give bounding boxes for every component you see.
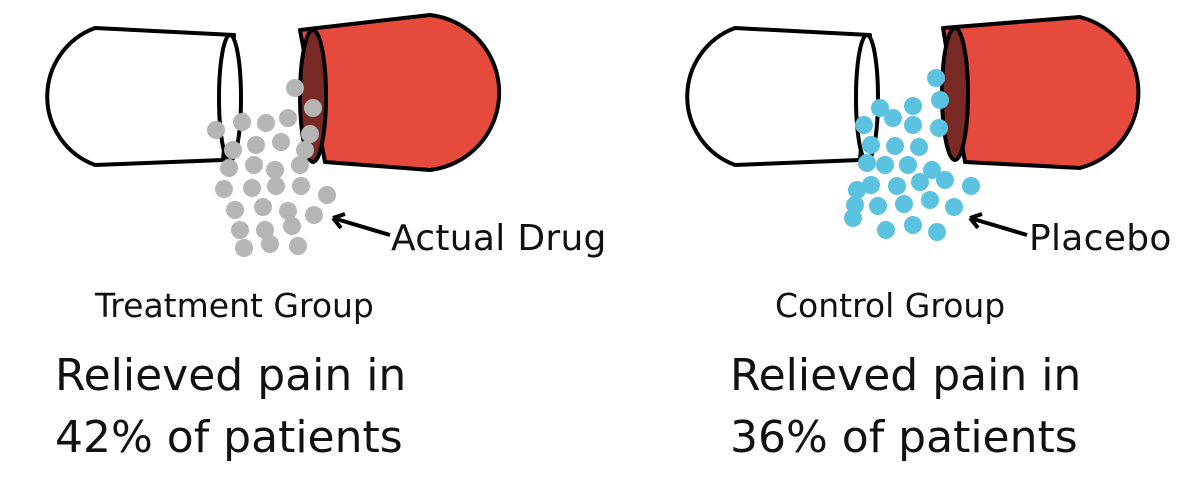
particle-dot xyxy=(256,221,274,239)
particle-dot xyxy=(247,136,265,154)
particle-dot xyxy=(245,156,263,174)
treatment-group-label: Treatment Group xyxy=(95,286,374,325)
particle-dot xyxy=(923,161,941,179)
treatment-result: Relieved pain in 42% of patients xyxy=(55,345,406,469)
particle-dot xyxy=(904,216,922,234)
particle-dot xyxy=(862,136,880,154)
particle-dot xyxy=(279,202,297,220)
placebo-dots xyxy=(844,69,980,241)
particle-dot xyxy=(304,99,322,117)
control-result-line2: 36% of patients xyxy=(730,412,1078,463)
particle-dot xyxy=(895,195,913,213)
red-capsule-half-icon xyxy=(298,13,502,172)
actual-drug-label: Actual Drug xyxy=(391,218,607,259)
red-capsule-half-icon xyxy=(940,15,1141,170)
particle-dot xyxy=(877,221,895,239)
particle-dot xyxy=(930,119,948,137)
particle-dot xyxy=(231,221,249,239)
particle-dot xyxy=(286,79,304,97)
particle-dot xyxy=(844,209,862,227)
particle-dot xyxy=(235,239,253,257)
particle-dot xyxy=(904,116,922,134)
particle-dot xyxy=(904,97,922,115)
particle-dot xyxy=(945,198,963,216)
particle-dot xyxy=(899,156,917,174)
particle-dot xyxy=(936,171,954,189)
treatment-result-line2: 42% of patients xyxy=(55,412,403,463)
particle-dot xyxy=(855,116,873,134)
particle-dot xyxy=(888,177,906,195)
white-capsule-half-icon xyxy=(45,26,243,167)
control-result: Relieved pain in 36% of patients xyxy=(730,345,1081,469)
particle-dot xyxy=(871,99,889,117)
particle-dot xyxy=(289,237,307,255)
treatment-result-line1: Relieved pain in xyxy=(55,350,407,401)
particle-dot xyxy=(279,109,297,127)
particle-dot xyxy=(226,201,244,219)
particle-dot xyxy=(267,177,285,195)
treatment-capsule-illustration xyxy=(45,13,502,257)
particle-dot xyxy=(928,223,946,241)
particle-dot xyxy=(215,180,233,198)
white-capsule-half-icon xyxy=(685,26,880,167)
particle-dot xyxy=(876,156,894,174)
particle-dot xyxy=(272,133,290,151)
particle-dot xyxy=(911,173,929,191)
particle-dot xyxy=(266,161,284,179)
particle-dot xyxy=(283,217,301,235)
particle-dot xyxy=(886,137,904,155)
placebo-arrowhead-icon xyxy=(968,212,983,230)
particle-dot xyxy=(301,125,319,143)
particle-dot xyxy=(927,69,945,87)
particle-dot xyxy=(318,186,336,204)
particle-dot xyxy=(862,176,880,194)
control-group-panel: Placebo Control Group Relieved pain in 3… xyxy=(595,0,1190,493)
drug-arrowhead-icon xyxy=(331,212,346,230)
drug-pointer-arrow xyxy=(332,216,391,237)
particle-dot xyxy=(305,206,323,224)
placebo-label: Placebo xyxy=(1029,218,1172,259)
particle-dot xyxy=(233,113,251,131)
particle-dot xyxy=(962,177,980,195)
particle-dot xyxy=(291,156,309,174)
particle-dot xyxy=(257,114,275,132)
particle-dot xyxy=(243,179,261,197)
particle-dot xyxy=(296,141,314,159)
particle-dot xyxy=(848,181,866,199)
particle-dot xyxy=(224,141,242,159)
particle-dot xyxy=(207,121,225,139)
particle-dot xyxy=(858,154,876,172)
particle-dot xyxy=(292,177,310,195)
control-group-label: Control Group xyxy=(775,286,1006,325)
particle-dot xyxy=(261,235,279,253)
placebo-pointer-arrow xyxy=(969,216,1028,237)
particle-dot xyxy=(884,109,902,127)
particle-dot xyxy=(931,91,949,109)
particle-dot xyxy=(254,198,272,216)
particle-dot xyxy=(869,197,887,215)
particle-dot xyxy=(910,138,928,156)
particle-dot xyxy=(921,191,939,209)
drug-dots xyxy=(207,79,336,257)
control-result-line1: Relieved pain in xyxy=(730,350,1082,401)
control-capsule-illustration xyxy=(685,15,1141,241)
treatment-group-panel: Actual Drug Treatment Group Relieved pai… xyxy=(45,13,606,469)
particle-dot xyxy=(220,159,238,177)
